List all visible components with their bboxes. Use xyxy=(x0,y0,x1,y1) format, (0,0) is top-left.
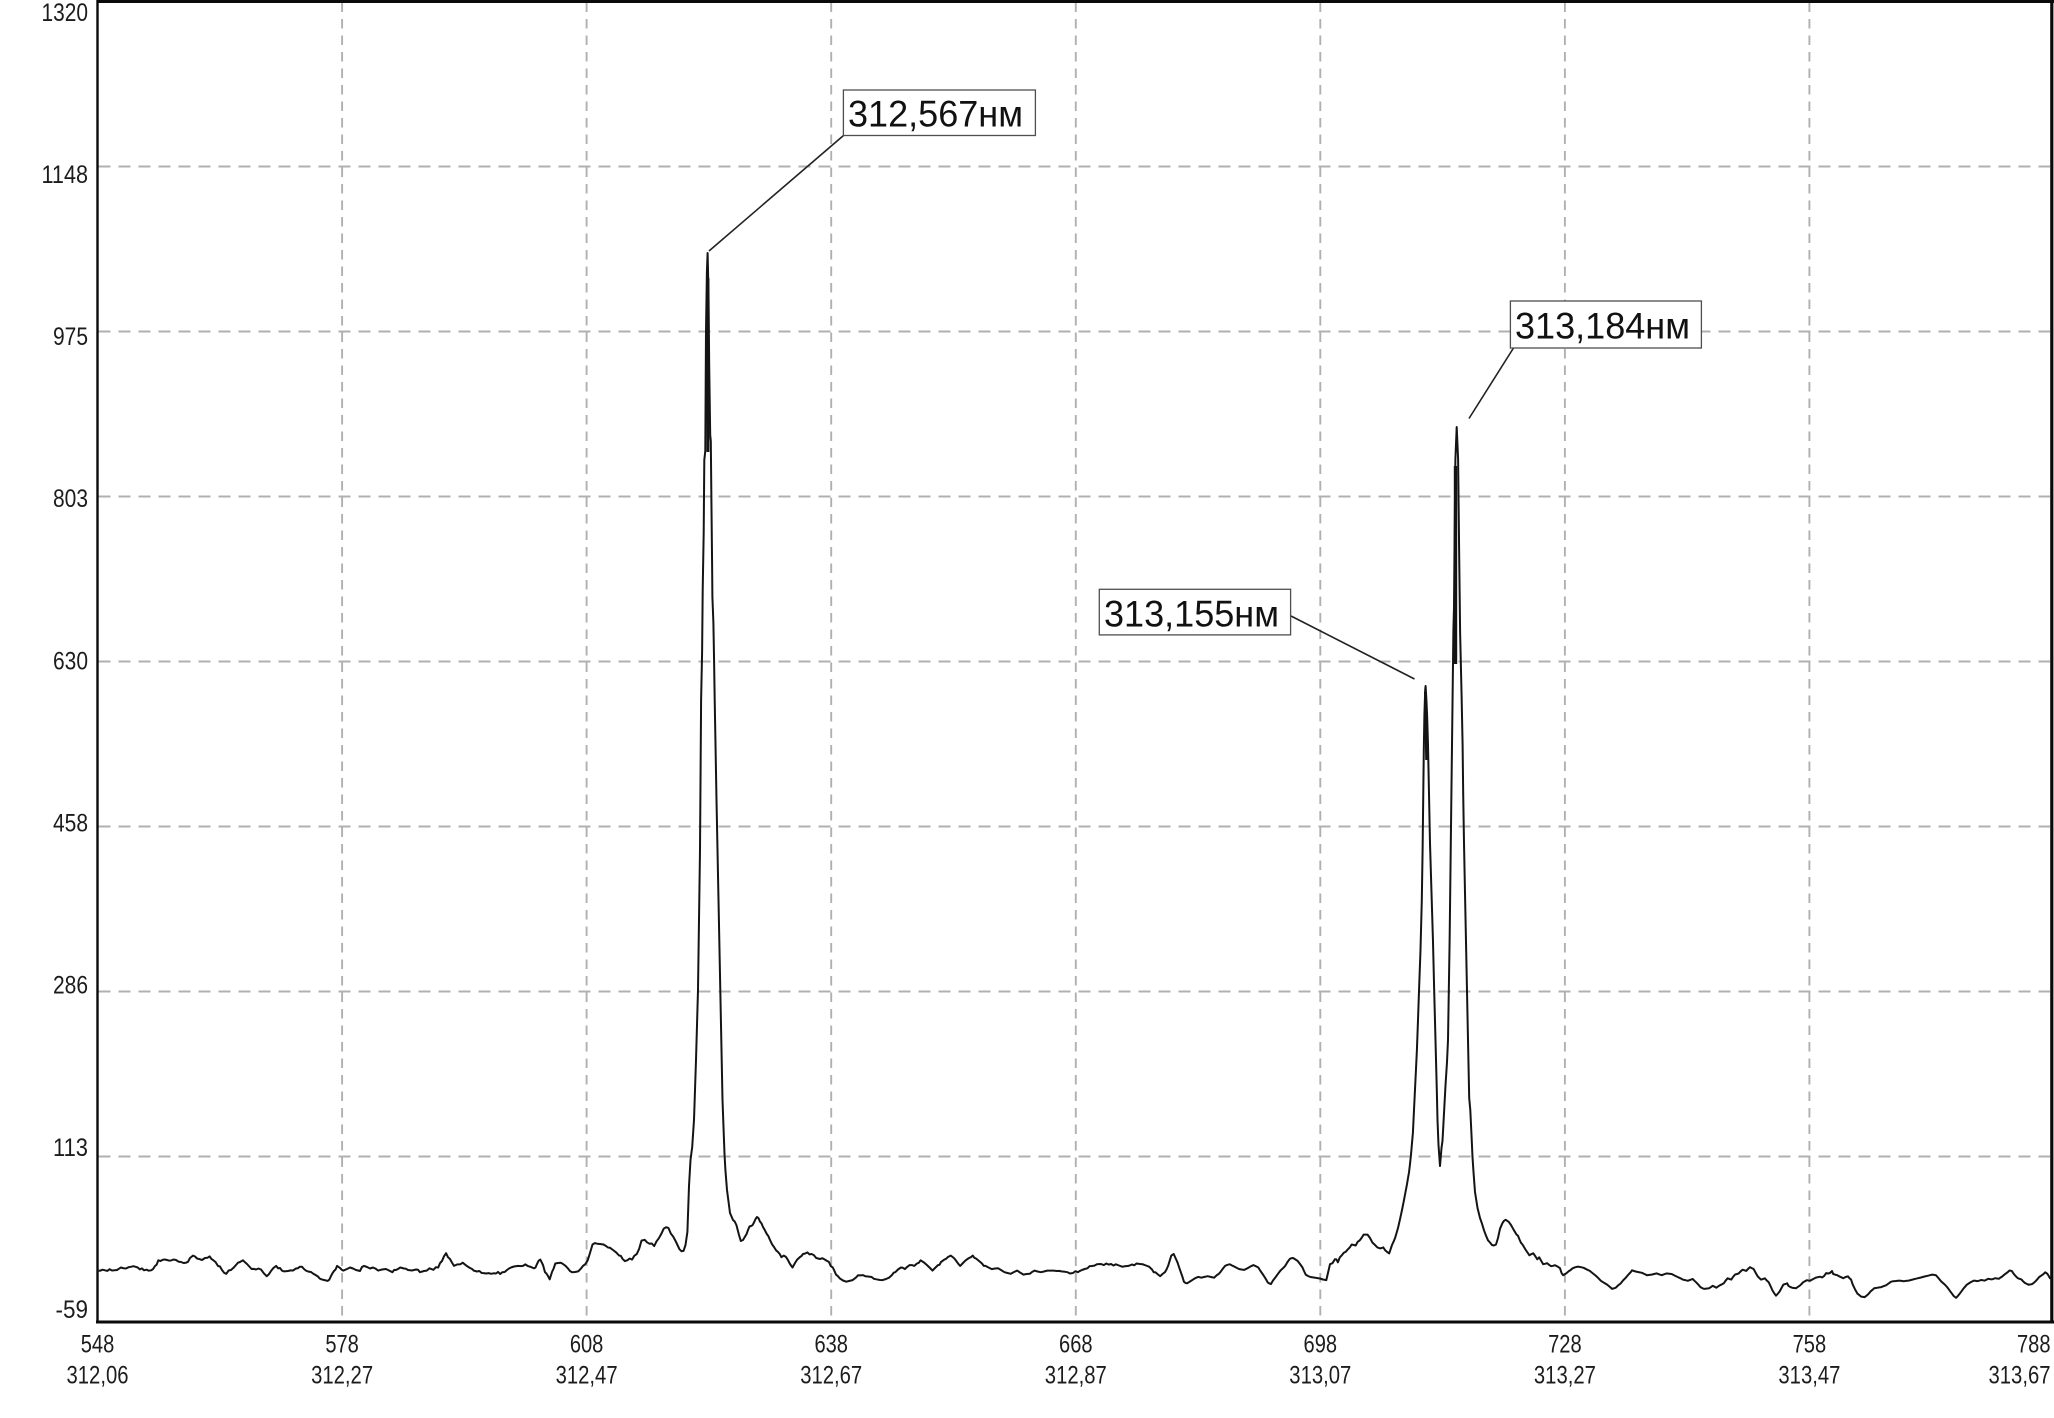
svg-text:313,27: 313,27 xyxy=(1534,1361,1596,1389)
svg-text:312,47: 312,47 xyxy=(556,1361,618,1389)
svg-text:975: 975 xyxy=(53,323,88,351)
svg-text:578: 578 xyxy=(325,1330,359,1358)
svg-text:312,27: 312,27 xyxy=(311,1361,373,1389)
svg-text:758: 758 xyxy=(1793,1330,1827,1358)
svg-text:668: 668 xyxy=(1059,1330,1093,1358)
svg-text:113: 113 xyxy=(53,1134,88,1162)
svg-text:1148: 1148 xyxy=(42,161,89,189)
svg-text:803: 803 xyxy=(53,485,88,513)
svg-text:313,07: 313,07 xyxy=(1289,1361,1351,1389)
svg-text:548: 548 xyxy=(81,1330,115,1358)
svg-text:-59: -59 xyxy=(56,1296,89,1324)
svg-text:312,87: 312,87 xyxy=(1045,1361,1107,1389)
svg-text:313,67: 313,67 xyxy=(1989,1361,2051,1389)
svg-text:1320: 1320 xyxy=(42,0,89,27)
svg-text:312,67: 312,67 xyxy=(800,1361,862,1389)
svg-text:286: 286 xyxy=(53,971,88,999)
svg-text:313,184нм: 313,184нм xyxy=(1515,306,1690,347)
svg-text:698: 698 xyxy=(1304,1330,1338,1358)
svg-text:312,567нм: 312,567нм xyxy=(848,94,1023,135)
svg-text:458: 458 xyxy=(53,809,88,837)
svg-text:788: 788 xyxy=(2017,1330,2051,1358)
svg-text:638: 638 xyxy=(814,1330,848,1358)
svg-text:312,06: 312,06 xyxy=(67,1361,129,1389)
svg-text:630: 630 xyxy=(53,647,88,675)
svg-text:313,155нм: 313,155нм xyxy=(1104,594,1279,635)
svg-text:608: 608 xyxy=(570,1330,604,1358)
svg-text:728: 728 xyxy=(1548,1330,1582,1358)
svg-text:313,47: 313,47 xyxy=(1778,1361,1840,1389)
